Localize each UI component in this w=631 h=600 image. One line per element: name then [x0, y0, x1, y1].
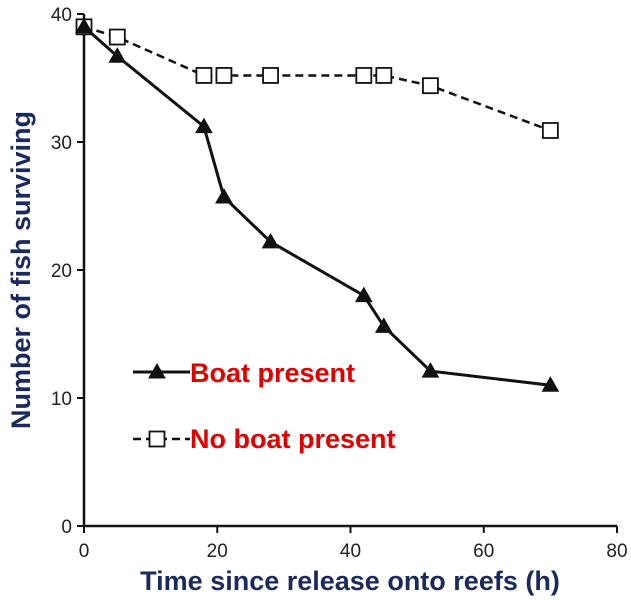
data-point-boat-present — [108, 47, 127, 63]
series-boat-present — [75, 17, 560, 392]
legend-item-boat-present: Boat present — [133, 358, 355, 388]
data-point-no-boat-present — [195, 67, 213, 84]
data-point-no-boat-present — [541, 122, 559, 139]
legend: Boat present No boat present — [133, 358, 396, 454]
x-tick-label: 40 — [340, 541, 361, 562]
y-axis-label: Number of fish surviving — [6, 111, 36, 429]
data-point-no-boat-present — [422, 77, 439, 95]
data-point-no-boat-present — [215, 67, 233, 84]
y-tick-label: 30 — [51, 133, 72, 154]
y-tick-label: 10 — [51, 389, 72, 410]
series-line-no-boat-present — [83, 25, 551, 132]
series-line-boat-present — [83, 25, 551, 387]
y-tick-label: 0 — [61, 517, 72, 538]
y-tick-label: 40 — [51, 5, 72, 26]
data-point-no-boat-present — [262, 67, 279, 84]
data-point-boat-present — [75, 17, 93, 34]
data-point-boat-present — [541, 376, 560, 392]
series-layer — [75, 17, 560, 392]
data-point-no-boat-present — [108, 28, 126, 46]
x-tick-label: 60 — [473, 541, 494, 562]
data-point-no-boat-present — [375, 67, 393, 84]
data-point-no-boat-present — [355, 67, 373, 84]
y-ticks: 0 10 20 30 40 — [51, 5, 84, 538]
data-point-boat-present — [354, 286, 373, 303]
data-point-boat-present — [261, 232, 280, 249]
legend-marker-boat-present — [148, 362, 166, 379]
data-point-boat-present — [421, 362, 440, 378]
y-tick-label: 20 — [51, 261, 72, 282]
x-tick-label: 80 — [606, 541, 627, 562]
series-no-boat-present — [75, 18, 559, 139]
data-point-boat-present — [195, 117, 213, 134]
x-axis-label: Time since release onto reefs (h) — [140, 566, 560, 596]
legend-marker-no-boat-present — [148, 430, 166, 448]
legend-item-no-boat-present: No boat present — [133, 424, 396, 454]
data-point-boat-present — [374, 317, 393, 333]
legend-label-no-boat-present: No boat present — [190, 424, 396, 454]
legend-label-boat-present: Boat present — [190, 358, 355, 388]
data-point-boat-present — [215, 188, 233, 204]
x-tick-label: 20 — [207, 541, 228, 562]
x-ticks: 0 20 40 60 80 — [79, 526, 628, 562]
x-tick-label: 0 — [79, 541, 90, 562]
